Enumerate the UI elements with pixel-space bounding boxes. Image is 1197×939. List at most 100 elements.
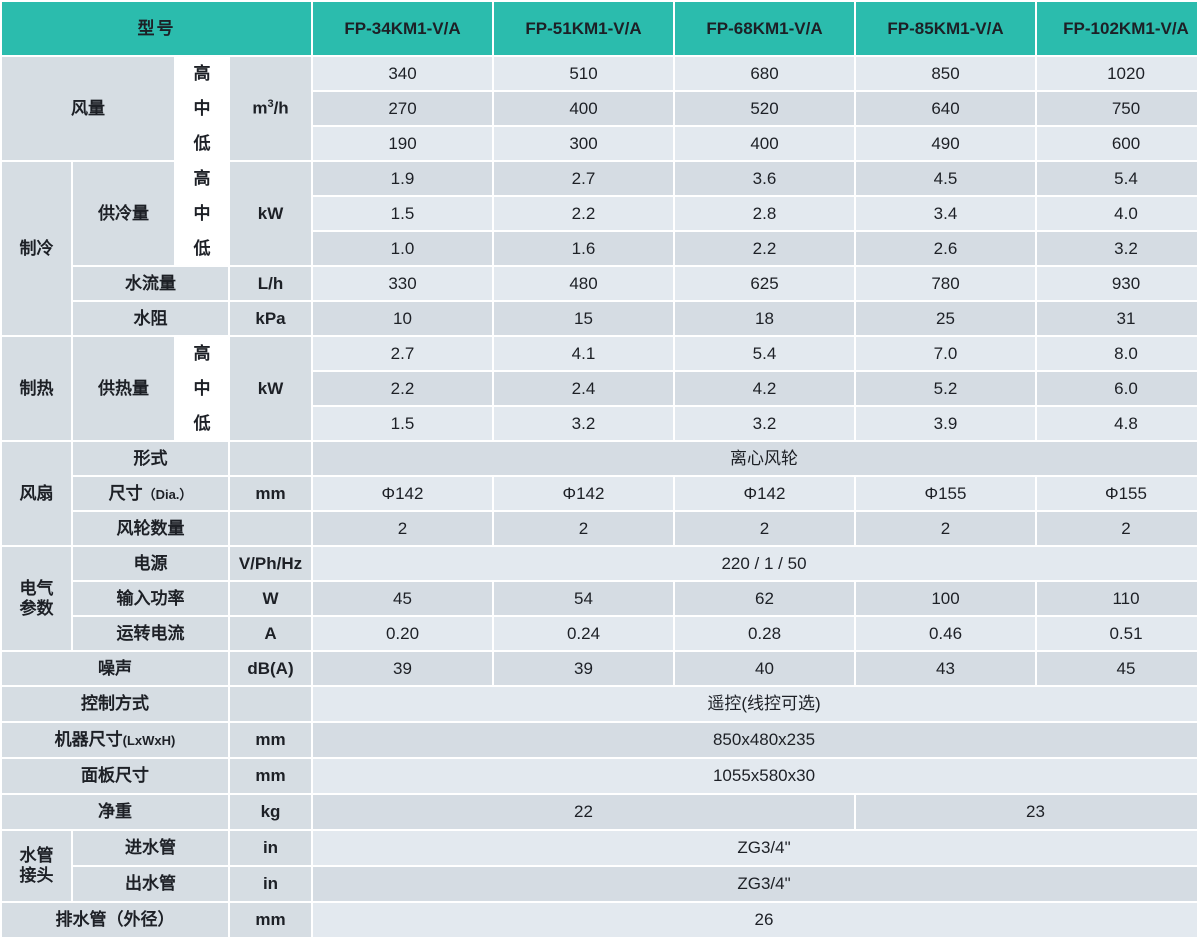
table-row-airflow-high: 风量 高 m3/h 340 510 680 850 1020 [2, 57, 1197, 160]
row-label-input-power: 输入功率 [73, 582, 228, 615]
table-row-running-current: 运转电流 A 0.20 0.24 0.28 0.46 0.51 [2, 617, 1197, 650]
value-cell: 8.0 [1037, 337, 1197, 370]
group-label-cooling: 制冷 [2, 162, 71, 335]
speed-label-low: 低 [193, 238, 211, 258]
value-cell: 25 [856, 302, 1035, 335]
table-row-heating-capacity-low: 低 1.5 3.2 3.2 3.9 4.8 [2, 407, 1197, 440]
value-cell: 2 [494, 512, 673, 545]
speed-label-low: 低 [193, 133, 211, 153]
value-cell: 340 [313, 57, 492, 90]
unit-water-resistance: kPa [230, 302, 311, 335]
value-cell-merged: ZG3/4" [313, 867, 1197, 901]
value-cell: 5.4 [675, 337, 854, 370]
table-row-cooling-water-flow: 水流量 L/h 330 480 625 780 930 [2, 267, 1197, 300]
row-label-water-outlet: 出水管 [73, 867, 228, 901]
row-label-panel-size: 面板尺寸 [2, 759, 228, 793]
table-row-drain-pipe: 排水管（外径） mm 26 [2, 903, 1197, 937]
group-label-water-pipe: 水管 接头 [2, 831, 71, 901]
value-cell: 4.2 [675, 372, 854, 405]
table-row-heating-capacity-high: 制热 供热量 高 kW 2.7 4.1 5.4 7.0 8.0 [2, 337, 1197, 440]
speed-label-mid: 中 [193, 98, 211, 118]
value-cell: 7.0 [856, 337, 1035, 370]
table-row-noise: 噪声 dB(A) 39 39 40 43 45 [2, 652, 1197, 685]
value-cell-merged: 23 [856, 795, 1197, 829]
value-cell: 2.6 [856, 232, 1035, 265]
unit-cooling-capacity: kW [230, 162, 311, 265]
speed-label-low: 低 [193, 413, 211, 433]
value-cell: 4.8 [1037, 407, 1197, 440]
table-row-net-weight: 净重 kg 22 23 [2, 795, 1197, 829]
value-cell: 2.2 [675, 232, 854, 265]
value-cell: 43 [856, 652, 1035, 685]
table-row-cooling-capacity-low: 低 1.0 1.6 2.2 2.6 3.2 [2, 232, 1197, 265]
unit-water-outlet: in [230, 867, 311, 901]
value-cell: 39 [494, 652, 673, 685]
table-row-power-supply: 电气 参数 电源 V/Ph/Hz 220 / 1 / 50 [2, 547, 1197, 650]
row-label-fan-type: 形式 [73, 442, 228, 475]
value-cell: 3.2 [494, 407, 673, 440]
speed-label-mid: 中 [193, 378, 211, 398]
value-cell: 3.2 [675, 407, 854, 440]
value-cell: 1.6 [494, 232, 673, 265]
value-cell: 625 [675, 267, 854, 300]
row-label-cooling-capacity: 供冷量 [73, 162, 174, 265]
value-cell: 6.0 [1037, 372, 1197, 405]
value-cell: 0.46 [856, 617, 1035, 650]
unit-power-supply: V/Ph/Hz [230, 547, 311, 580]
value-cell: 4.0 [1037, 197, 1197, 230]
value-cell: 100 [856, 582, 1035, 615]
speed-label-high: 高 [193, 63, 211, 83]
value-cell: 2.8 [675, 197, 854, 230]
value-cell-merged: 离心风轮 [313, 442, 1197, 475]
value-cell: Φ155 [856, 477, 1035, 510]
value-cell: 1020 [1037, 57, 1197, 90]
value-cell: 510 [494, 57, 673, 90]
unit-airflow: m3/h [230, 57, 311, 160]
value-cell: 45 [313, 582, 492, 615]
unit-drain-pipe: mm [230, 903, 311, 937]
row-label-running-current: 运转电流 [73, 617, 228, 650]
row-label-power-supply: 电源 [73, 547, 228, 580]
value-cell: Φ142 [675, 477, 854, 510]
header-model-4: FP-85KM1-V/A [856, 2, 1035, 55]
row-label-fan-size: 尺寸（Dia.） [73, 477, 228, 510]
table-row-fan-type: 风扇 形式 离心风轮 [2, 442, 1197, 545]
speed-label-mid: 中 [193, 203, 211, 223]
table-row-cooling-water-resistance: 水阻 kPa 10 15 18 25 31 [2, 302, 1197, 335]
value-cell: 2 [856, 512, 1035, 545]
value-cell: 300 [494, 127, 673, 160]
table-row-panel-size: 面板尺寸 mm 1055x580x30 [2, 759, 1197, 793]
value-cell: 400 [675, 127, 854, 160]
value-cell: 40 [675, 652, 854, 685]
value-cell: 2.2 [313, 372, 492, 405]
row-label-machine-size: 机器尺寸(LxWxH) [2, 723, 228, 757]
value-cell: 600 [1037, 127, 1197, 160]
value-cell: 490 [856, 127, 1035, 160]
unit-control-mode [230, 687, 311, 721]
value-cell: 2.2 [494, 197, 673, 230]
row-label-fan-count: 风轮数量 [73, 512, 228, 545]
value-cell: 2.7 [313, 337, 492, 370]
header-model-1: FP-34KM1-V/A [313, 2, 492, 55]
unit-noise: dB(A) [230, 652, 311, 685]
value-cell: 1.9 [313, 162, 492, 195]
table-row-airflow-low: 低 190 300 400 490 600 [2, 127, 1197, 160]
value-cell: 3.6 [675, 162, 854, 195]
table-row-cooling-capacity-mid: 中 1.5 2.2 2.8 3.4 4.0 [2, 197, 1197, 230]
value-cell: 4.1 [494, 337, 673, 370]
table-row-water-outlet: 出水管 in ZG3/4" [2, 867, 1197, 901]
value-cell: 640 [856, 92, 1035, 125]
row-label-heating-capacity: 供热量 [73, 337, 174, 440]
value-cell: 330 [313, 267, 492, 300]
value-cell: Φ142 [494, 477, 673, 510]
group-label-airflow: 风量 [2, 57, 174, 160]
value-cell: 2 [313, 512, 492, 545]
unit-running-current: A [230, 617, 311, 650]
value-cell: 1.5 [313, 197, 492, 230]
value-cell: 5.2 [856, 372, 1035, 405]
value-cell: 1.5 [313, 407, 492, 440]
group-label-electrical: 电气 参数 [2, 547, 71, 650]
table-row-machine-size: 机器尺寸(LxWxH) mm 850x480x235 [2, 723, 1197, 757]
row-label-water-inlet: 进水管 [73, 831, 228, 865]
